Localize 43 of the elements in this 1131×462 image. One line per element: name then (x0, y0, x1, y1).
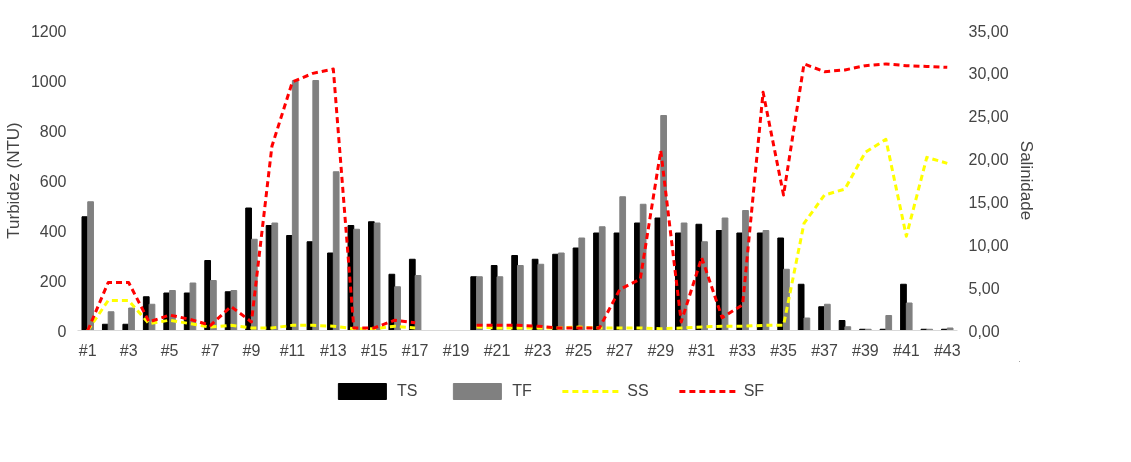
y2-tick-label: 0,00 (968, 322, 1000, 340)
x-tick-label: #7 (201, 341, 220, 359)
legend-label: SF (743, 382, 765, 400)
x-tick-label: #9 (242, 341, 261, 359)
y-tick-label: 0 (57, 322, 67, 340)
x-tick-label: #19 (442, 341, 470, 359)
y-tick-label: 600 (39, 172, 67, 190)
x-tick-label: #27 (606, 341, 634, 359)
y2-tick-label: 20,00 (968, 151, 1009, 169)
x-tick-label: #31 (688, 341, 716, 359)
y2-axis-title: Salinidade (1016, 140, 1036, 221)
x-tick-label: #41 (892, 341, 920, 359)
y2-tick-label: 30,00 (968, 65, 1009, 83)
x-tick-label: #1 (78, 341, 97, 359)
x-tick-label: #13 (319, 341, 347, 359)
x-tick-label: #21 (483, 341, 511, 359)
x-tick-label: #43 (933, 341, 961, 359)
y-tick-label: 1000 (30, 72, 67, 90)
legend-label: SS (627, 382, 649, 400)
x-tick-label: #35 (770, 341, 797, 359)
x-tick-label: #37 (811, 341, 838, 359)
y2-tick-label: 25,00 (968, 108, 1009, 126)
x-tick-label: #11 (279, 341, 306, 359)
y2-tick-label: 15,00 (968, 193, 1009, 211)
x-tick-label: #5 (160, 341, 179, 359)
y-tick-label: 200 (39, 272, 67, 290)
x-tick-label: #29 (647, 341, 675, 359)
x-tick-label: #3 (119, 341, 138, 359)
legend-label: TS (396, 382, 418, 400)
x-tick-label: #39 (852, 341, 879, 359)
y-tick-label: 800 (39, 122, 67, 140)
y-tick-label: 400 (39, 222, 67, 240)
y-tick-label: 1200 (30, 22, 67, 40)
y-axis-title: Turbidez (NTU) (3, 122, 23, 239)
x-tick-label: #17 (401, 341, 429, 359)
x-tick-label: #25 (565, 341, 593, 359)
x-tick-label: #23 (524, 341, 552, 359)
x-tick-label: #15 (360, 341, 388, 359)
y2-tick-label: 5,00 (968, 279, 1000, 297)
y2-tick-label: 10,00 (968, 236, 1009, 254)
legend-label: TF (512, 382, 533, 400)
y2-tick-label: 35,00 (968, 22, 1009, 40)
x-tick-label: #33 (729, 341, 757, 359)
